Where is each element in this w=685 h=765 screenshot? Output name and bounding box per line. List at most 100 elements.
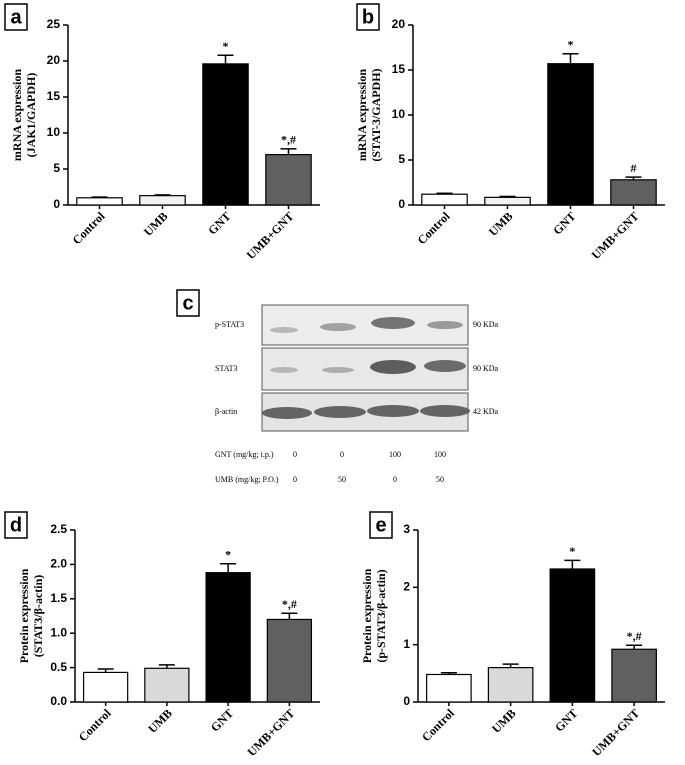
y-tick-label: 20	[47, 53, 61, 67]
band	[322, 367, 354, 373]
x-tick-label: Control	[76, 706, 114, 744]
y-tick-label: 10	[47, 125, 61, 139]
panel-label: d	[10, 514, 22, 536]
row-name: STAT3	[215, 364, 237, 373]
band	[427, 321, 463, 329]
x-tick-label: Control	[70, 209, 108, 247]
annotation: *,#	[627, 629, 642, 643]
bar	[421, 193, 468, 206]
y-tick-label: 20	[392, 17, 406, 31]
condition-value: 50	[436, 475, 444, 484]
row-name: β-actin	[215, 407, 237, 416]
panel-label: e	[375, 514, 386, 536]
panel-label-box	[4, 3, 28, 31]
annotation: *	[225, 547, 231, 561]
bar	[82, 671, 129, 703]
condition-value: 50	[338, 475, 346, 484]
bar	[205, 572, 251, 703]
panel-label-box	[369, 511, 393, 539]
bar	[76, 197, 123, 206]
condition-value: 100	[389, 450, 401, 459]
panel-label: b	[362, 6, 374, 28]
y-tick-label: 0	[53, 197, 60, 211]
y-tick-label: 1.5	[50, 591, 67, 605]
y-axis-label: (STAT3/β-actin)	[31, 575, 45, 658]
y-tick-label: 5	[53, 161, 60, 175]
bar	[139, 195, 186, 206]
row-size: 90 KDa	[473, 364, 499, 373]
x-tick-label: GNT	[205, 209, 233, 237]
y-tick-label: 0.0	[50, 694, 67, 708]
condition-label: GNT (mg/kg; i.p.)	[215, 450, 274, 459]
y-tick-label: 0	[403, 694, 410, 708]
annotation: #	[631, 161, 637, 175]
condition-value: 0	[293, 450, 297, 459]
panel-label: c	[182, 292, 193, 314]
y-tick-label: 1	[403, 637, 410, 651]
bar	[266, 618, 313, 703]
y-tick-label: 15	[392, 62, 406, 76]
bar	[610, 179, 657, 206]
x-tick-label: UMB+GNT	[245, 706, 298, 759]
band	[420, 405, 470, 417]
condition-value: 0	[340, 450, 344, 459]
band	[371, 317, 415, 329]
y-tick-label: 10	[392, 107, 406, 121]
y-axis-label: (STAT-3/GAPDH)	[369, 68, 383, 161]
y-axis-label: Protein expression	[360, 568, 374, 663]
annotation: *	[568, 38, 574, 52]
bar	[549, 568, 596, 703]
y-axis-label: mRNA expression	[10, 69, 24, 161]
bar	[144, 667, 190, 703]
x-tick-label: Control	[415, 209, 453, 247]
y-tick-label: 2.0	[50, 557, 67, 571]
condition-value: 0	[293, 475, 297, 484]
y-axis-label: Protein expression	[17, 568, 31, 663]
blot-panel: c p-STAT3 STAT3 β-actin 90 KDa 90 KDa 42…	[176, 289, 499, 484]
y-tick-label: 3	[403, 522, 410, 536]
panel-label: a	[10, 6, 22, 28]
panel-label-box	[356, 3, 380, 31]
row-size: 42 KDa	[473, 407, 499, 416]
bar	[547, 63, 594, 206]
band	[270, 327, 298, 333]
y-tick-label: 2.5	[50, 522, 67, 536]
row-size: 90 KDa	[473, 320, 499, 329]
x-tick-label: GNT	[552, 706, 580, 734]
y-tick-label: 2	[403, 580, 410, 594]
annotation: *,#	[282, 597, 297, 611]
y-tick-label: 15	[47, 89, 61, 103]
y-tick-label: 0.5	[50, 660, 67, 674]
band	[320, 323, 356, 331]
band	[270, 367, 298, 373]
bar	[487, 666, 534, 703]
condition-value: 0	[393, 475, 397, 484]
x-tick-label: UMB	[489, 706, 519, 736]
y-axis-label: (JAK1/GAPDH)	[24, 73, 38, 158]
condition-label: UMB (mg/kg; P.O.)	[215, 475, 279, 484]
band	[367, 405, 419, 417]
y-tick-label: 5	[398, 152, 405, 166]
annotation: *	[569, 544, 575, 558]
band	[314, 406, 366, 418]
band	[370, 360, 416, 374]
x-tick-label: UMB+GNT	[589, 706, 642, 759]
panel-label-box	[4, 511, 28, 539]
band	[424, 360, 466, 372]
y-tick-label: 25	[47, 17, 61, 31]
annotation: *,#	[281, 133, 296, 147]
panel-label-box	[176, 289, 200, 317]
bar	[265, 154, 312, 206]
x-tick-label: UMB	[486, 209, 516, 239]
x-tick-label: UMB+GNT	[589, 209, 642, 262]
bar	[484, 196, 531, 206]
x-tick-label: GNT	[208, 706, 236, 734]
bands	[262, 317, 470, 419]
annotation: *	[223, 39, 229, 53]
y-tick-label: 0	[398, 197, 405, 211]
bar	[202, 63, 249, 206]
x-tick-label: UMB+GNT	[244, 209, 297, 262]
y-axis-label: mRNA expression	[355, 69, 369, 161]
x-tick-label: UMB	[145, 706, 175, 736]
